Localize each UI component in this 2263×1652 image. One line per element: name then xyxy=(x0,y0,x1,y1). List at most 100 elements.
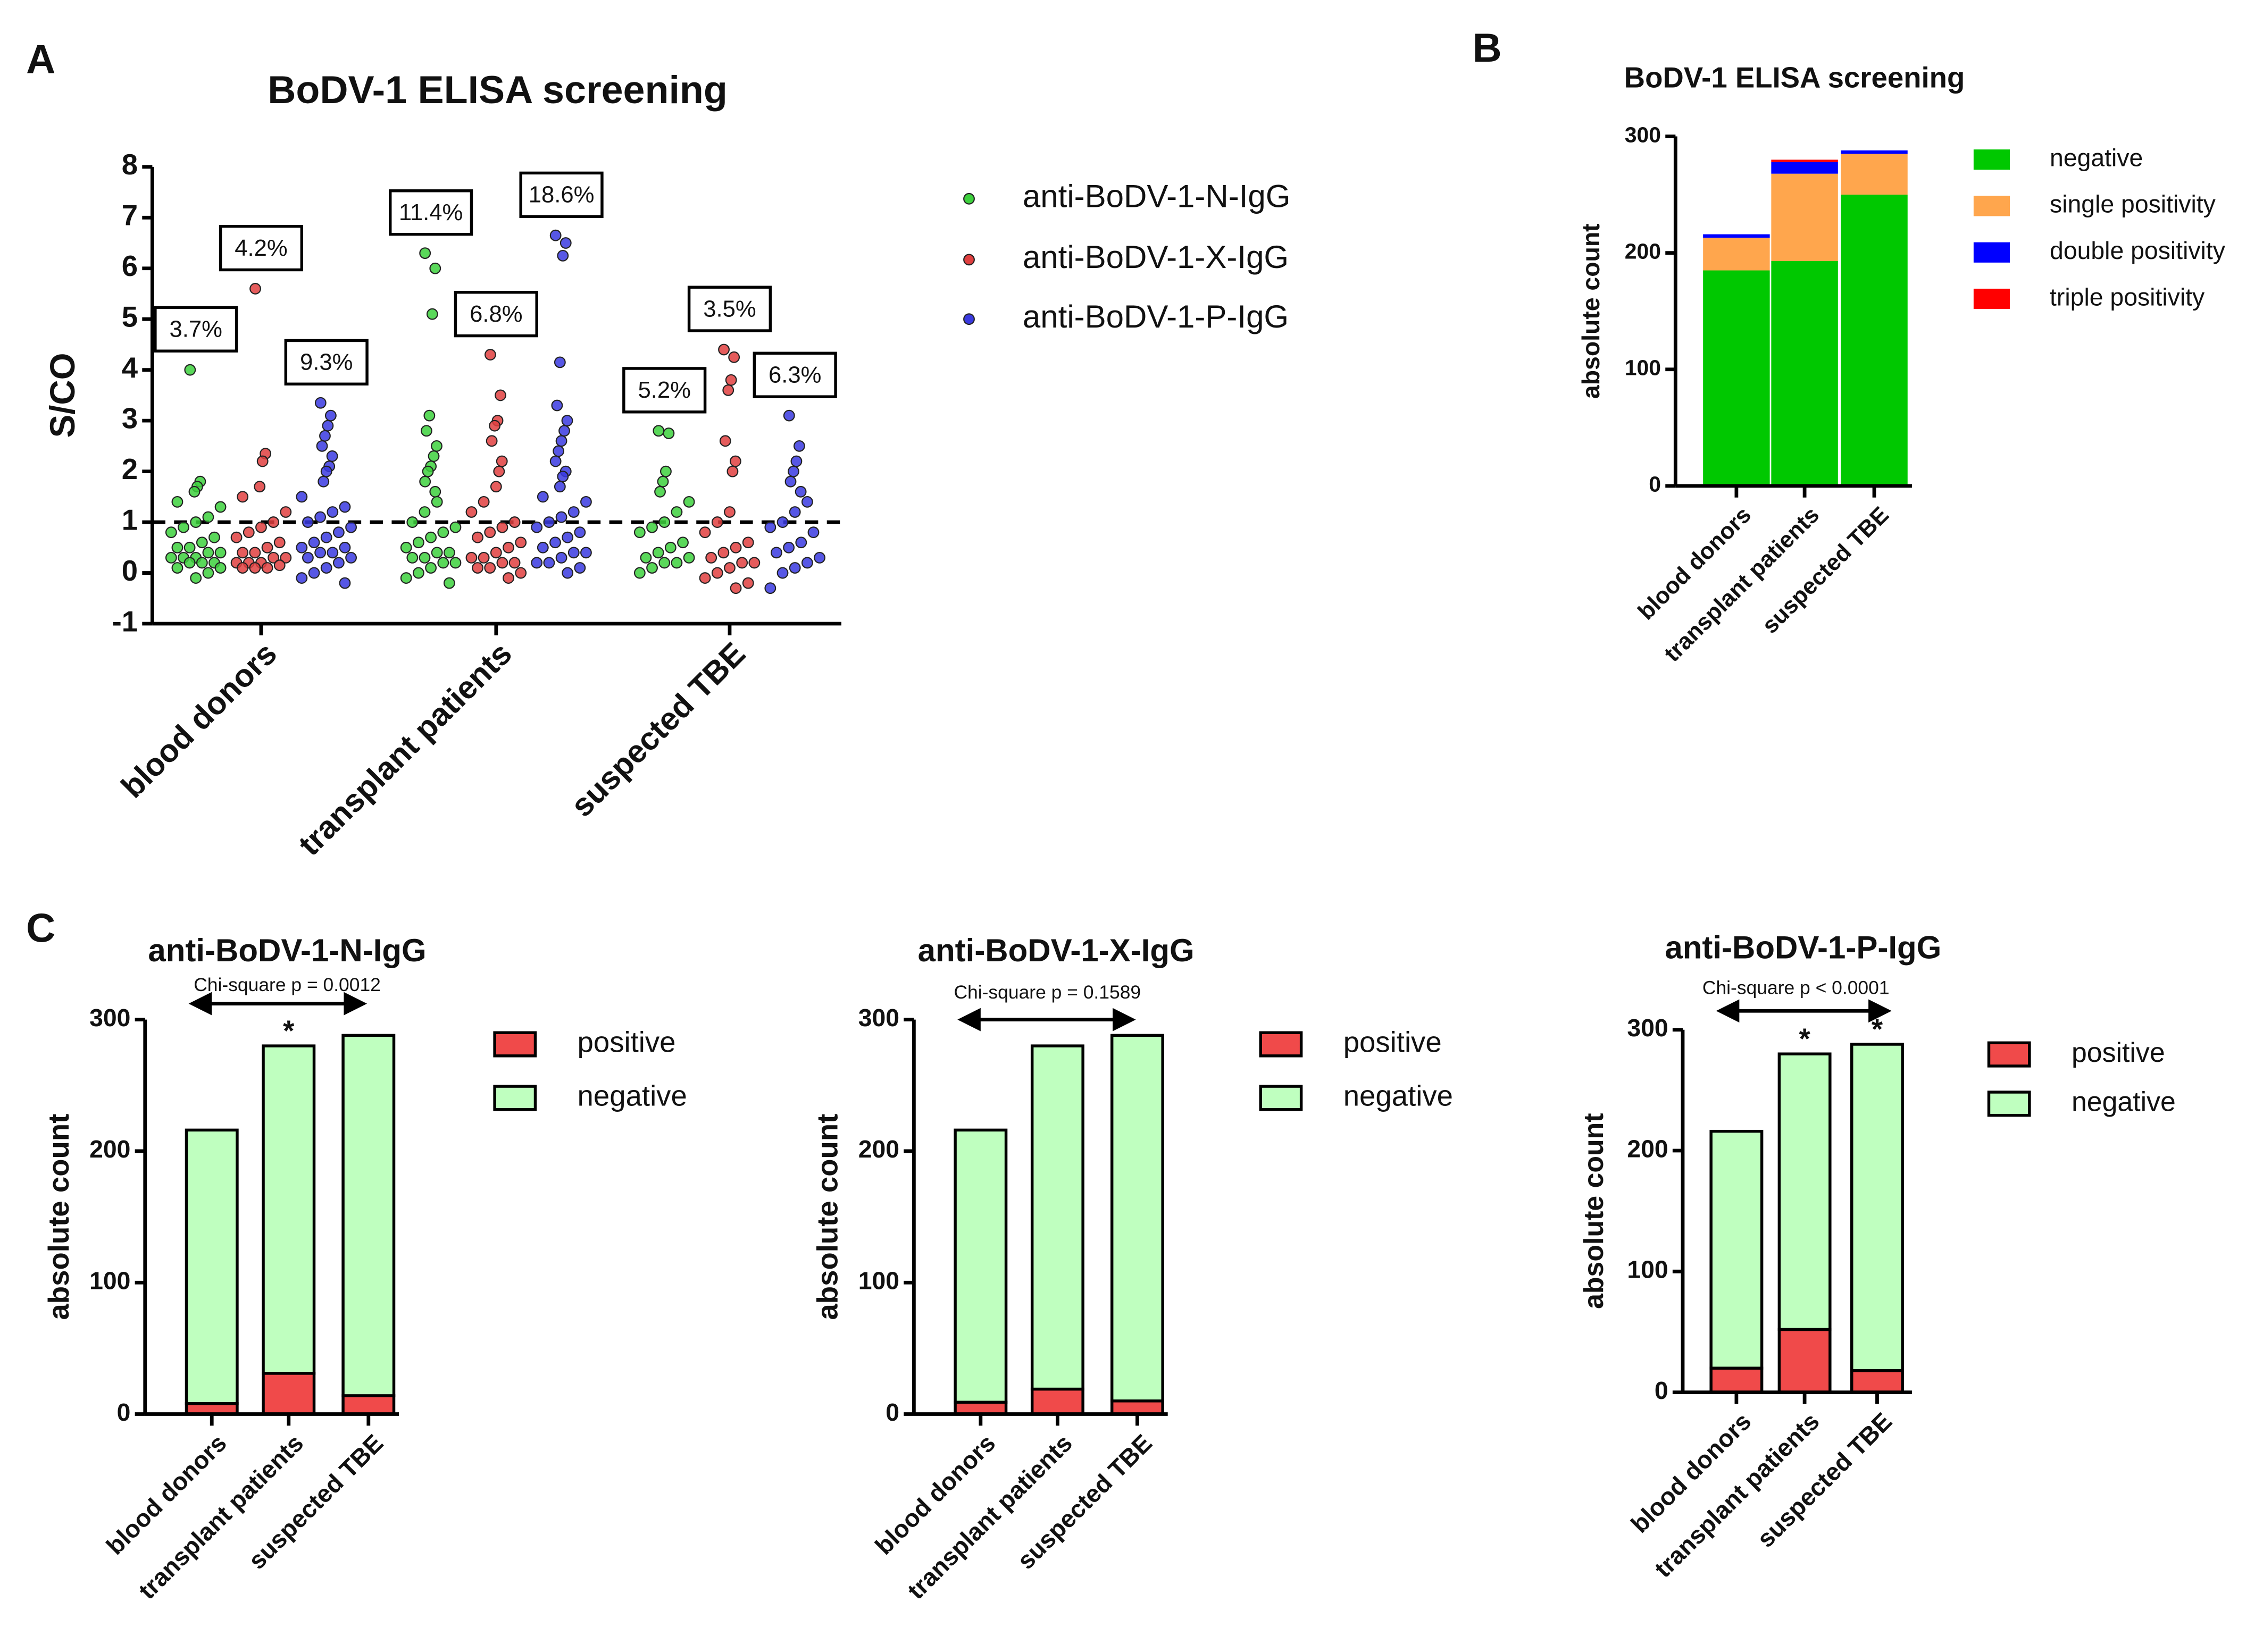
data-point xyxy=(296,541,308,554)
data-point xyxy=(508,516,521,528)
data-point xyxy=(783,541,795,554)
data-point xyxy=(255,521,267,533)
y-axis-label: absolute count xyxy=(812,1114,844,1320)
data-point xyxy=(243,526,255,539)
legend-label: positive xyxy=(1343,1026,1442,1058)
data-point xyxy=(764,521,776,533)
data-point xyxy=(322,420,334,432)
bar-segment xyxy=(954,1128,1008,1404)
data-point xyxy=(671,557,683,569)
data-point xyxy=(280,551,292,564)
data-point xyxy=(296,491,308,503)
legend-swatch xyxy=(1973,149,2010,170)
data-point xyxy=(554,356,566,368)
data-point xyxy=(429,262,441,274)
legend-label: negative xyxy=(1343,1079,1453,1112)
data-point xyxy=(795,536,807,549)
y-axis-label: absolute count xyxy=(1578,1113,1609,1309)
data-point xyxy=(202,511,214,523)
legend-label: negative xyxy=(2072,1086,2176,1117)
data-point xyxy=(671,506,683,518)
data-point xyxy=(412,536,424,549)
bar-segment xyxy=(1841,150,1908,154)
data-point xyxy=(531,521,543,533)
rate-box xyxy=(154,306,238,353)
data-point xyxy=(503,541,514,554)
data-point xyxy=(699,572,711,584)
y-tick-label: 5 xyxy=(122,301,138,333)
data-point xyxy=(249,283,261,295)
bar-segment xyxy=(1110,1399,1164,1416)
legend-label: negative xyxy=(2050,144,2143,171)
y-tick-label: 200 xyxy=(858,1135,899,1163)
data-point xyxy=(296,572,308,584)
data-point xyxy=(345,521,357,533)
bar-segment xyxy=(1703,234,1770,238)
data-point xyxy=(478,496,490,508)
data-point xyxy=(237,491,249,503)
x-tick-label: blood donors xyxy=(114,635,283,804)
data-point xyxy=(214,562,227,574)
data-point xyxy=(537,541,549,554)
data-point xyxy=(531,557,543,569)
y-tick-label: 100 xyxy=(1625,356,1661,380)
legend-label: double positivity xyxy=(2050,237,2226,264)
data-point xyxy=(171,496,183,508)
data-point xyxy=(406,516,419,528)
data-point xyxy=(249,547,261,559)
data-point xyxy=(324,409,337,422)
data-point xyxy=(719,435,731,447)
data-point xyxy=(449,521,462,533)
data-point xyxy=(400,541,412,554)
rate-box xyxy=(284,339,369,386)
data-point xyxy=(789,506,801,518)
data-point xyxy=(273,536,286,549)
y-tick-label: 1 xyxy=(122,504,138,536)
bars xyxy=(954,1034,1164,1416)
legend-swatch xyxy=(1259,1085,1303,1111)
legend-swatch xyxy=(1973,196,2010,216)
data-point xyxy=(515,536,527,549)
bar-segment xyxy=(185,1128,239,1405)
bar-segment xyxy=(1777,1052,1832,1331)
data-point xyxy=(273,559,286,572)
data-point xyxy=(795,485,807,498)
data-point xyxy=(711,567,723,579)
data-point xyxy=(443,547,455,559)
data-point xyxy=(419,247,431,259)
y-tick-label: 0 xyxy=(117,1398,131,1426)
legend-swatch xyxy=(493,1031,537,1058)
data-point xyxy=(188,485,201,498)
data-point xyxy=(789,562,801,574)
bars xyxy=(1709,1043,1904,1394)
y-tick-label: 2 xyxy=(122,453,138,485)
data-point xyxy=(171,562,183,574)
data-point xyxy=(814,551,825,564)
data-point xyxy=(764,582,776,594)
rate-label: 4.2% xyxy=(235,235,287,261)
data-point xyxy=(165,526,177,539)
data-point xyxy=(729,455,741,467)
rate-label: 6.3% xyxy=(769,362,821,388)
data-point xyxy=(237,547,249,559)
data-point xyxy=(425,531,437,543)
data-point xyxy=(314,511,327,523)
chart-title: anti-BoDV-1-P-IgG xyxy=(1665,930,1941,966)
rate-label: 5.2% xyxy=(638,377,691,403)
data-point xyxy=(426,308,438,320)
data-point xyxy=(478,551,490,564)
legend-swatch xyxy=(1987,1091,2031,1117)
data-point xyxy=(543,557,555,569)
data-point xyxy=(653,425,665,437)
data-point xyxy=(730,582,742,594)
x-tick-label: suspected TBE xyxy=(243,1429,389,1575)
bar-segment xyxy=(1703,270,1770,486)
data-point xyxy=(302,516,314,528)
rate-box xyxy=(454,291,538,338)
data-point xyxy=(327,547,339,559)
y-tick-label: 6 xyxy=(122,250,138,282)
data-point xyxy=(711,516,723,528)
data-point xyxy=(557,249,569,262)
legend-label: anti-BoDV-1-X-IgG xyxy=(1023,239,1289,275)
bar-segment xyxy=(1841,154,1908,195)
